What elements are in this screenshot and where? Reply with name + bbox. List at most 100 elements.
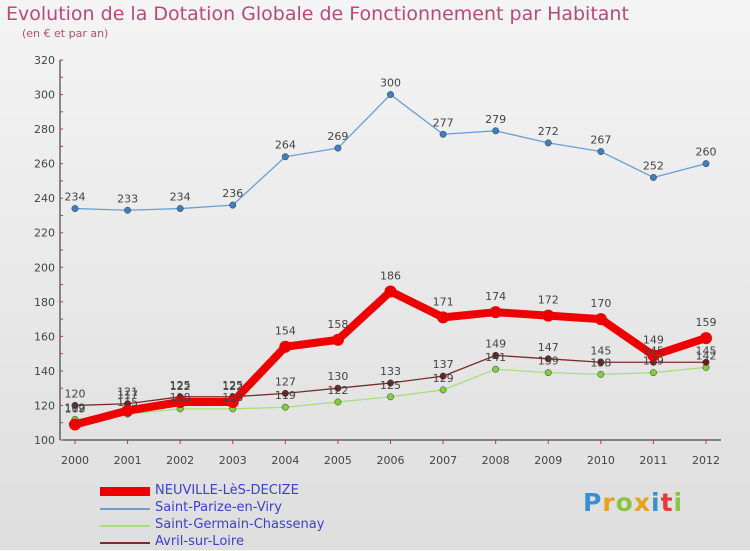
data-label: 125 — [222, 379, 243, 392]
data-point — [334, 398, 342, 406]
x-tick-label: 2012 — [692, 454, 720, 467]
y-tick-label: 160 — [34, 330, 55, 343]
data-point — [387, 393, 394, 401]
data-label: 141 — [485, 351, 506, 364]
data-label: 252 — [643, 159, 664, 172]
data-label: 159 — [696, 316, 717, 329]
data-point — [174, 396, 187, 408]
chart-title: Evolution de la Dotation Globale de Fonc… — [6, 3, 629, 25]
y-tick-label: 140 — [34, 365, 55, 378]
data-point — [594, 313, 607, 326]
data-point — [702, 160, 710, 168]
data-label: 170 — [590, 297, 611, 310]
data-label: 118 — [222, 391, 243, 404]
y-tick-label: 300 — [34, 89, 55, 102]
legend-label: Saint-Parize-en-Viry — [155, 500, 282, 515]
data-label: 171 — [433, 295, 454, 308]
data-point — [544, 369, 552, 377]
data-label: 145 — [696, 344, 717, 357]
data-point — [387, 91, 394, 98]
data-label: 154 — [275, 325, 296, 338]
data-point — [649, 174, 657, 181]
y-tick-label: 200 — [34, 261, 55, 274]
data-point — [542, 309, 555, 322]
data-point — [71, 402, 79, 409]
x-tick-label: 2000 — [61, 454, 89, 467]
data-label: 109 — [65, 402, 86, 415]
data-label: 234 — [65, 191, 86, 204]
data-point — [69, 418, 81, 431]
data-label: 137 — [433, 358, 454, 371]
data-label: 122 — [222, 380, 243, 393]
data-point — [121, 404, 134, 417]
series-line — [71, 287, 710, 429]
x-tick-label: 2001 — [114, 454, 142, 467]
data-label: 277 — [433, 116, 454, 129]
data-label: 117 — [117, 389, 138, 402]
x-tick-label: 2007 — [429, 454, 457, 467]
data-label: 158 — [327, 318, 348, 331]
data-label: 122 — [170, 380, 191, 393]
data-label: 112 — [65, 401, 86, 414]
x-tick-label: 2003 — [219, 454, 247, 467]
data-point — [700, 332, 712, 345]
data-label: 139 — [538, 355, 559, 368]
data-label: 129 — [433, 372, 454, 385]
data-label: 186 — [380, 269, 401, 282]
data-label: 142 — [696, 349, 717, 362]
data-label: 260 — [696, 146, 717, 159]
data-point — [439, 130, 447, 138]
data-label: 272 — [538, 125, 559, 138]
data-label: 233 — [117, 192, 138, 205]
data-point — [229, 201, 237, 209]
data-label: 122 — [327, 384, 348, 397]
x-tick-label: 2011 — [639, 454, 667, 467]
proxiti-logo: Proxiti — [583, 488, 684, 517]
data-point — [334, 384, 342, 392]
data-label: 138 — [590, 356, 611, 369]
data-label: 172 — [538, 294, 559, 307]
legend-swatch-neuville — [100, 487, 150, 496]
data-label: 125 — [380, 379, 401, 392]
legend-swatch-saint-germain — [100, 525, 150, 527]
data-label: 269 — [327, 130, 348, 143]
y-tick-label: 220 — [34, 227, 55, 240]
y-tick-label: 100 — [34, 434, 55, 447]
data-point — [649, 369, 657, 377]
data-point — [331, 333, 344, 346]
data-label: 300 — [380, 77, 401, 90]
data-label: 119 — [275, 389, 296, 402]
data-point — [597, 370, 605, 378]
y-tick-label: 240 — [34, 192, 55, 205]
x-tick-label: 2006 — [377, 454, 405, 467]
x-tick-label: 2010 — [587, 454, 615, 467]
data-point — [124, 206, 132, 214]
data-label: 149 — [643, 333, 664, 346]
data-label: 127 — [275, 375, 296, 388]
legend-label: Saint-Germain-Chassenay — [155, 517, 325, 532]
data-label: 236 — [222, 187, 243, 200]
data-label: 125 — [170, 379, 191, 392]
data-point — [439, 372, 447, 380]
data-label: 174 — [485, 290, 506, 303]
data-label: 145 — [643, 344, 664, 357]
data-label: 267 — [590, 134, 611, 147]
data-label: 115 — [117, 396, 138, 409]
legend-swatch-saint-parize — [100, 508, 150, 510]
data-point — [334, 144, 342, 152]
data-label: 279 — [485, 113, 506, 126]
data-point — [279, 340, 292, 353]
data-point — [176, 205, 184, 212]
data-label: 120 — [65, 387, 86, 400]
data-point — [281, 403, 289, 411]
data-point — [281, 153, 289, 161]
data-point — [492, 351, 500, 359]
x-tick-label: 2002 — [166, 454, 194, 467]
data-point — [384, 285, 397, 298]
x-tick-label: 2009 — [534, 454, 562, 467]
y-tick-label: 180 — [34, 296, 55, 309]
data-label: 133 — [380, 365, 401, 378]
data-point — [492, 365, 500, 373]
y-tick-label: 320 — [34, 54, 55, 67]
data-label: 234 — [170, 191, 191, 204]
